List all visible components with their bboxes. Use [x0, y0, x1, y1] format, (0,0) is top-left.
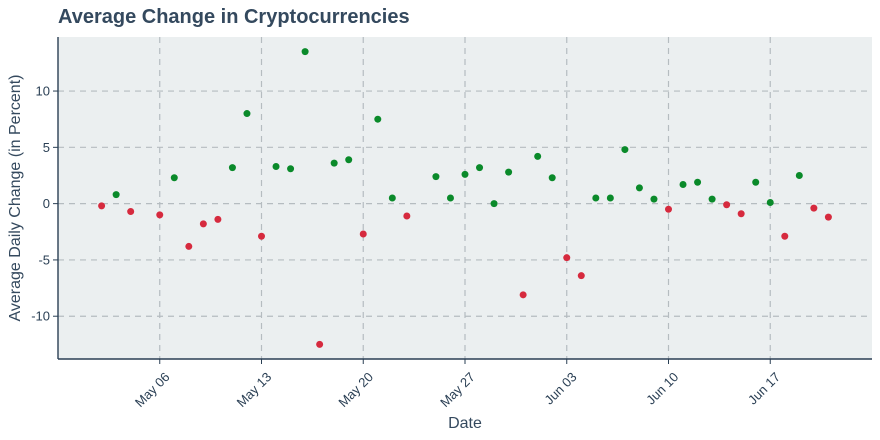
data-point-positive — [505, 168, 513, 176]
x-tick-label: Jun 17 — [745, 369, 783, 407]
data-point-negative — [824, 213, 832, 221]
data-point-positive — [679, 180, 687, 188]
data-point-positive — [330, 159, 338, 167]
y-axis-title: Average Daily Change (in Percent) — [7, 75, 24, 322]
data-point-positive — [374, 115, 382, 123]
data-point-negative — [316, 340, 324, 348]
data-point-positive — [650, 195, 658, 203]
y-tick-label: -10 — [31, 309, 50, 324]
data-point-positive — [490, 200, 498, 208]
x-tick-label: May 06 — [132, 369, 173, 410]
x-axis-title: Date — [448, 415, 482, 432]
x-tick-labels: May 06 May 13 May 20 May 27 Jun 03 Jun 10 Jun … — [132, 359, 783, 410]
x-tick-label: Jun 03 — [541, 369, 579, 407]
data-point-negative — [577, 272, 585, 280]
data-point-positive — [287, 165, 295, 173]
data-point-positive — [432, 173, 440, 181]
data-point-negative — [810, 204, 818, 212]
data-point-negative — [737, 210, 745, 218]
data-points — [98, 48, 832, 348]
data-point-positive — [243, 110, 251, 118]
data-point-positive — [446, 194, 454, 202]
data-point-negative — [127, 208, 135, 216]
x-tick-label: Jun 10 — [643, 369, 681, 407]
data-point-positive — [592, 194, 600, 202]
data-point-positive — [112, 191, 120, 199]
data-point-positive — [795, 171, 803, 179]
chart-title: Average Change in Cryptocurrencies — [58, 6, 410, 28]
data-point-positive — [635, 184, 643, 192]
data-point-positive — [388, 194, 396, 202]
data-point-positive — [461, 170, 469, 178]
y-tick-label: 0 — [43, 196, 50, 211]
y-tick-label: 10 — [36, 84, 50, 99]
data-point-negative — [359, 230, 367, 238]
data-point-negative — [199, 220, 207, 228]
data-point-negative — [156, 211, 164, 219]
gridlines — [58, 37, 872, 359]
data-point-negative — [98, 202, 106, 210]
x-tick-label: May 13 — [234, 369, 275, 410]
data-point-positive — [272, 162, 280, 170]
data-point-positive — [345, 156, 353, 164]
data-point-positive — [534, 152, 542, 160]
data-point-negative — [519, 291, 527, 299]
data-point-positive — [606, 194, 614, 202]
data-point-positive — [752, 178, 760, 186]
data-point-positive — [476, 164, 484, 172]
data-point-positive — [766, 199, 774, 207]
data-point-negative — [214, 215, 222, 223]
data-point-positive — [548, 174, 556, 182]
y-tick-label: -5 — [38, 252, 50, 267]
data-point-negative — [403, 212, 411, 220]
data-point-negative — [665, 205, 672, 213]
y-tick-label: 5 — [43, 140, 50, 155]
data-point-positive — [694, 178, 702, 186]
data-point-positive — [708, 195, 716, 203]
data-point-negative — [781, 232, 789, 240]
data-point-negative — [723, 201, 731, 209]
data-point-positive — [621, 146, 629, 154]
data-point-positive — [301, 48, 309, 56]
data-point-negative — [185, 242, 193, 250]
data-point-positive — [170, 174, 178, 182]
data-point-negative — [258, 232, 265, 240]
x-tick-label: May 27 — [437, 369, 478, 410]
y-tick-labels: -10 -5 0 5 10 — [31, 84, 58, 324]
data-point-negative — [563, 254, 571, 262]
data-point-positive — [228, 164, 236, 172]
x-tick-label: May 20 — [335, 369, 376, 410]
